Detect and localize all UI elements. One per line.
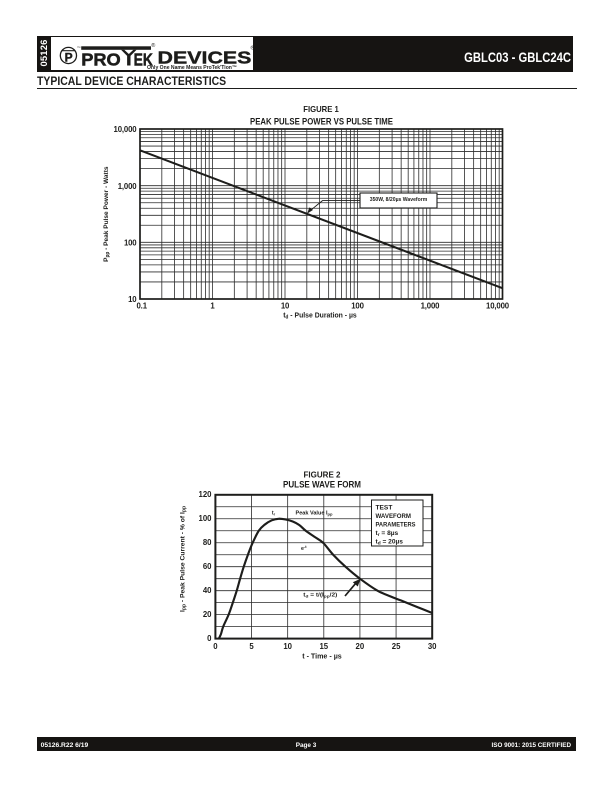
svg-text:FIGURE 1: FIGURE 1 xyxy=(303,104,339,114)
svg-text:15: 15 xyxy=(319,642,328,651)
svg-text:10: 10 xyxy=(281,301,290,310)
svg-text:1: 1 xyxy=(210,301,215,310)
svg-text:t - Time - µs: t - Time - µs xyxy=(302,651,342,660)
svg-text:40: 40 xyxy=(203,586,212,595)
svg-text:100: 100 xyxy=(124,239,137,248)
svg-text:PARAMETERS: PARAMETERS xyxy=(376,521,417,528)
svg-text:0: 0 xyxy=(207,634,212,643)
svg-text:1,000: 1,000 xyxy=(421,301,441,310)
svg-text:60: 60 xyxy=(203,562,212,571)
svg-text:PRO: PRO xyxy=(81,49,120,69)
svg-text:WAVEFORM: WAVEFORM xyxy=(376,513,412,520)
svg-text:80: 80 xyxy=(203,538,212,547)
svg-text:P: P xyxy=(65,50,73,64)
svg-text:Peak Value Ipp: Peak Value Ipp xyxy=(296,510,334,516)
svg-text:10,000: 10,000 xyxy=(114,125,138,134)
svg-text:0.1: 0.1 xyxy=(137,301,148,310)
svg-text:®: ® xyxy=(151,42,155,49)
svg-text:™: ™ xyxy=(77,46,81,50)
svg-text:10,000: 10,000 xyxy=(486,301,510,310)
svg-text:EK: EK xyxy=(134,49,153,69)
svg-text:5: 5 xyxy=(249,642,254,651)
svg-text:®: ® xyxy=(251,44,253,51)
svg-text:20: 20 xyxy=(356,642,365,651)
svg-text:FIGURE 2: FIGURE 2 xyxy=(304,469,341,479)
svg-text:10: 10 xyxy=(283,642,292,651)
svg-text:td = 20µs: td = 20µs xyxy=(376,538,404,546)
svg-text:0: 0 xyxy=(213,642,218,651)
svg-text:PULSE WAVE FORM: PULSE WAVE FORM xyxy=(283,479,361,490)
svg-text:120: 120 xyxy=(198,490,212,499)
svg-text:1,000: 1,000 xyxy=(118,182,138,191)
svg-text:100: 100 xyxy=(198,514,212,523)
svg-text:PEAK PULSE POWER VS PULSE TIME: PEAK PULSE POWER VS PULSE TIME xyxy=(250,117,393,128)
svg-text:td = t/(Ipp/2): td = t/(I pp/2) xyxy=(303,592,337,598)
svg-text:TEST: TEST xyxy=(376,504,393,511)
svg-text:td - Pulse Duration - µs: td - Pulse Duration - µs xyxy=(283,310,357,320)
svg-text:Ppp - Peak Pulse Power - Watts: Ppp - Peak Pulse Power - Watts xyxy=(103,166,111,262)
svg-text:tr: tr xyxy=(272,510,276,516)
svg-text:Ipp - Peak Pulse Current - % o: Ipp - Peak Pulse Current - % of Ipp xyxy=(179,506,187,612)
svg-text:30: 30 xyxy=(428,642,437,651)
svg-text:100: 100 xyxy=(351,301,364,310)
svg-text:25: 25 xyxy=(392,642,401,651)
svg-text:20: 20 xyxy=(203,610,212,619)
svg-text:DEVICES: DEVICES xyxy=(157,48,251,68)
svg-text:Only One Name Means ProTek'Tio: Only One Name Means ProTek'Tion™ xyxy=(147,65,237,70)
svg-text:e-t: e-t xyxy=(301,544,307,552)
svg-text:10: 10 xyxy=(128,295,137,304)
svg-text:tr = 8µs: tr = 8µs xyxy=(376,530,399,538)
svg-text:350W, 8/20µs Waveform: 350W, 8/20µs Waveform xyxy=(370,197,428,203)
